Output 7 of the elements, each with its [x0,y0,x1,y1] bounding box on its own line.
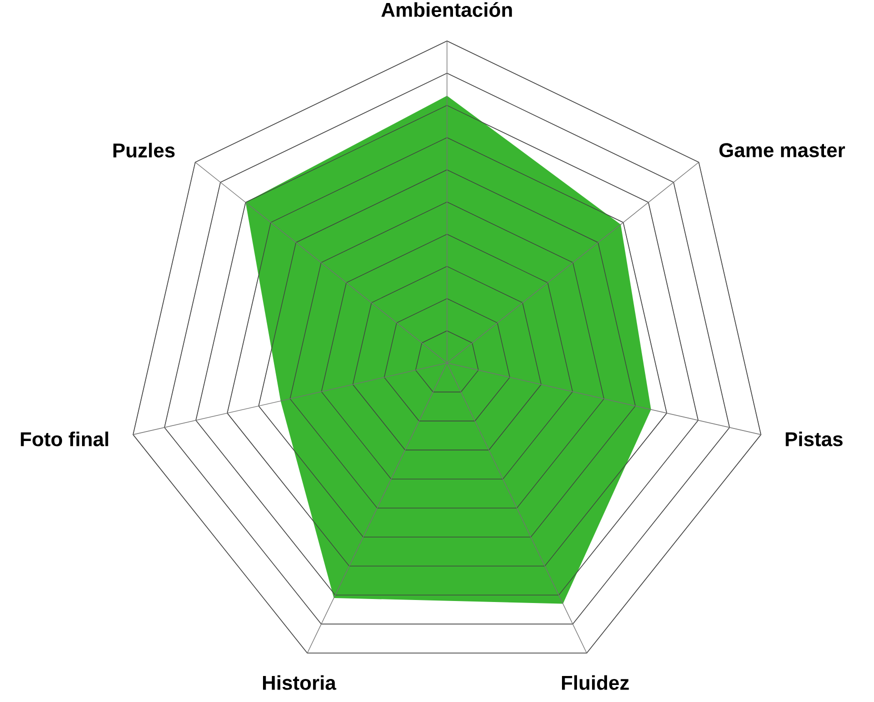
spoke-label: Ambientación [381,2,512,17]
spoke-label: Fluidez [562,675,629,690]
spoke-label: Foto final [20,432,108,446]
spoke-label: Game master [719,143,845,158]
spoke-label: Pistas [786,432,843,446]
spoke-label: Puzles [113,142,175,158]
spoke-label: Historia [263,675,336,690]
